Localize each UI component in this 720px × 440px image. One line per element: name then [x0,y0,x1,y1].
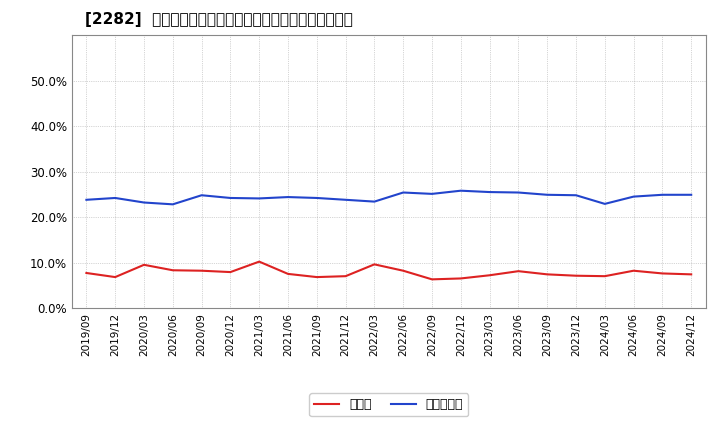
現頲金 [284,271,292,276]
現頲金 [140,262,148,268]
有利子負債 [543,192,552,198]
現頲金 [82,270,91,275]
有利子負債 [341,197,350,202]
現頲金 [226,269,235,275]
現頲金 [687,272,696,277]
有利子負債 [687,192,696,198]
現頲金 [111,275,120,280]
現頲金 [399,268,408,273]
有利子負債 [168,202,177,207]
現頲金 [485,273,494,278]
現頲金 [600,274,609,279]
現頲金 [456,276,465,281]
有利子負債 [312,195,321,201]
有利子負債 [82,197,91,202]
有利子負債 [399,190,408,195]
有利子負債 [255,196,264,201]
有利子負債 [514,190,523,195]
現頲金 [255,259,264,264]
現頲金 [514,268,523,274]
有利子負債 [456,188,465,193]
有利子負債 [485,189,494,194]
Line: 現頲金: 現頲金 [86,262,691,279]
Legend: 現頲金, 有利子負債: 現頲金, 有利子負債 [310,393,468,416]
現頲金 [658,271,667,276]
現頲金 [197,268,206,273]
有利子負債 [658,192,667,198]
有利子負債 [600,201,609,206]
現頲金 [370,262,379,267]
Line: 有利子負債: 有利子負債 [86,191,691,204]
現頲金 [629,268,638,273]
現頲金 [428,277,436,282]
有利子負債 [111,195,120,201]
現頲金 [341,274,350,279]
現頲金 [572,273,580,279]
有利子負債 [572,193,580,198]
有利子負債 [197,193,206,198]
現頲金 [312,275,321,280]
現頲金 [168,268,177,273]
有利子負債 [140,200,148,205]
有利子負債 [370,199,379,204]
現頲金 [543,272,552,277]
有利子負債 [226,195,235,201]
有利子負債 [629,194,638,199]
有利子負債 [284,194,292,200]
有利子負債 [428,191,436,197]
Text: [2282]  現頲金、有利子負債の総資産に対する比率の推移: [2282] 現頲金、有利子負債の総資産に対する比率の推移 [85,12,353,27]
